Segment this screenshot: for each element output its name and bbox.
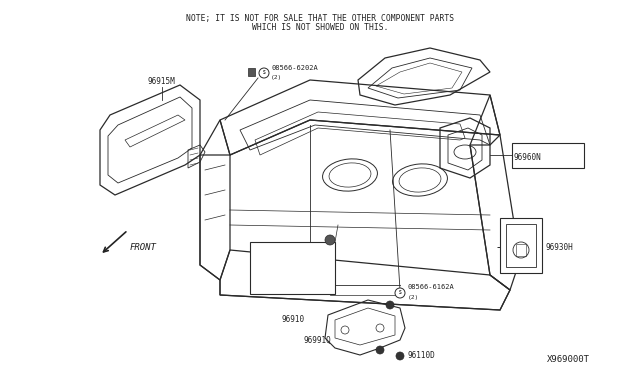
Circle shape xyxy=(386,301,394,309)
Bar xyxy=(500,218,542,273)
Text: 96110D: 96110D xyxy=(408,352,436,360)
Text: 96930H: 96930H xyxy=(545,243,573,251)
Text: (2): (2) xyxy=(408,295,419,299)
Bar xyxy=(512,143,584,168)
Circle shape xyxy=(395,288,405,298)
Text: 08566-6162A: 08566-6162A xyxy=(408,284,455,290)
Text: 96910: 96910 xyxy=(282,315,305,324)
Text: (2): (2) xyxy=(271,76,282,80)
Text: 96960N: 96960N xyxy=(514,153,541,161)
Bar xyxy=(516,244,526,256)
Text: NOTE; IT IS NOT FOR SALE THAT THE OTHER COMPONENT PARTS: NOTE; IT IS NOT FOR SALE THAT THE OTHER … xyxy=(186,13,454,22)
Text: S: S xyxy=(399,291,401,295)
Circle shape xyxy=(325,235,335,245)
Text: 96991Q: 96991Q xyxy=(304,336,332,344)
Circle shape xyxy=(376,346,384,354)
Text: WHICH IS NOT SHOWED ON THIS.: WHICH IS NOT SHOWED ON THIS. xyxy=(252,23,388,32)
Text: 96915M: 96915M xyxy=(148,77,176,87)
Bar xyxy=(250,242,335,294)
Text: 08566-6202A: 08566-6202A xyxy=(271,65,317,71)
Text: X969000T: X969000T xyxy=(547,356,590,365)
Text: FRONT: FRONT xyxy=(130,244,157,253)
Circle shape xyxy=(259,68,269,78)
Text: S: S xyxy=(262,71,266,76)
Bar xyxy=(506,224,536,267)
Bar xyxy=(248,68,255,76)
Circle shape xyxy=(396,352,404,360)
